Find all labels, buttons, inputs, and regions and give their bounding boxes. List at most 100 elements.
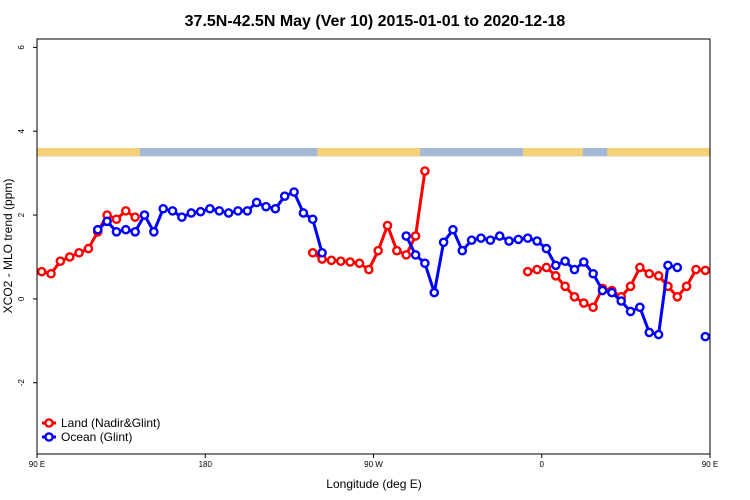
legend-label: Land (Nadir&Glint) <box>61 416 160 430</box>
legend-marker <box>44 432 54 442</box>
data-point <box>205 203 215 214</box>
data-point <box>681 281 692 292</box>
data-point <box>700 331 710 342</box>
data-point <box>317 247 327 258</box>
data-point <box>653 271 664 281</box>
data-point <box>569 264 580 275</box>
data-point <box>111 214 122 225</box>
data-point <box>579 298 589 308</box>
legend-marker <box>44 418 54 428</box>
chart-title: 37.5N-42.5N May (Ver 10) 2015-01-01 to 2… <box>185 13 566 30</box>
data-point <box>644 327 655 338</box>
land-segment <box>607 147 710 157</box>
data-point <box>438 237 449 248</box>
data-point <box>672 262 683 273</box>
data-point <box>111 227 122 237</box>
data-point <box>345 257 355 267</box>
data-point <box>569 292 580 302</box>
data-point <box>251 197 262 208</box>
land-segment <box>37 147 140 157</box>
data-point <box>382 220 393 231</box>
data-point <box>130 227 140 237</box>
data-point <box>120 206 131 216</box>
data-point <box>672 292 683 302</box>
data-point <box>270 203 281 214</box>
data-point <box>457 245 468 256</box>
data-point <box>429 287 440 298</box>
x-tick-label: 90 E <box>702 460 718 469</box>
data-point <box>410 231 421 241</box>
data-point <box>55 256 66 266</box>
data-point <box>373 245 383 256</box>
data-point <box>102 216 112 227</box>
data-point <box>158 203 168 214</box>
data-point <box>46 268 56 279</box>
data-point <box>532 236 542 246</box>
data-point <box>607 287 617 298</box>
data-point <box>242 206 253 216</box>
land-ocean-mask <box>37 147 710 157</box>
data-point <box>149 227 159 237</box>
y-tick-label: 2 <box>17 212 26 217</box>
plot-frame <box>36 38 711 455</box>
data-point <box>550 271 561 281</box>
data-point <box>289 187 299 197</box>
data-point <box>494 231 505 241</box>
data-point <box>177 212 187 222</box>
data-point <box>720 270 727 277</box>
data-point <box>64 252 75 262</box>
data-point <box>588 268 598 279</box>
series-layer <box>37 166 737 342</box>
data-point <box>335 256 346 266</box>
data-point <box>261 201 271 212</box>
data-point <box>392 245 402 256</box>
data-point <box>653 329 664 340</box>
data-point <box>420 166 430 176</box>
series-ocean <box>92 187 710 342</box>
x-axis: 90 E 180 90 W 0 90 E <box>29 454 718 469</box>
data-point <box>401 250 412 260</box>
data-point <box>663 260 673 271</box>
data-point <box>214 206 225 216</box>
data-point <box>644 268 655 279</box>
data-point <box>730 258 737 265</box>
data-point <box>560 256 570 266</box>
y-tick-label: 6 <box>17 45 26 50</box>
data-point <box>195 206 206 217</box>
data-point <box>307 247 318 258</box>
data-point <box>522 266 533 277</box>
data-point <box>186 208 197 218</box>
data-point <box>466 235 477 246</box>
data-point <box>92 224 103 235</box>
data-point <box>532 264 542 275</box>
data-point <box>74 247 84 258</box>
data-point <box>401 231 412 241</box>
data-point <box>560 281 570 292</box>
x-tick-label: 180 <box>199 460 213 469</box>
data-point <box>139 210 150 220</box>
series-line <box>96 190 324 254</box>
data-point <box>120 224 131 235</box>
data-point <box>410 250 421 260</box>
data-point <box>597 285 608 296</box>
data-point <box>635 302 645 313</box>
x-axis-label: Longitude (deg E) <box>326 477 421 491</box>
data-point <box>37 266 47 277</box>
data-point <box>448 224 458 235</box>
land-segment <box>317 147 421 157</box>
y-axis-label: XCO2 - MLO trend (ppm) <box>1 179 15 314</box>
legend: Land (Nadir&Glint)Ocean (Glint) <box>42 416 160 444</box>
data-point <box>588 302 598 313</box>
data-point <box>504 236 514 246</box>
data-point <box>691 264 701 275</box>
data-point <box>298 208 309 218</box>
y-tick-label: 4 <box>17 128 26 133</box>
data-point <box>700 265 710 276</box>
data-point <box>579 257 589 267</box>
data-point <box>625 306 636 317</box>
data-point <box>223 208 234 218</box>
data-point <box>616 296 627 306</box>
data-point <box>550 260 561 271</box>
data-point <box>420 258 430 269</box>
